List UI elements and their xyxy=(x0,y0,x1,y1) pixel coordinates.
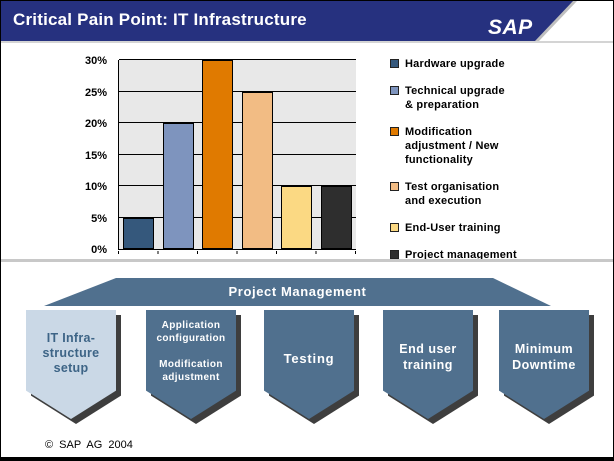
process-step-4: End user training xyxy=(383,310,478,424)
legend-swatch xyxy=(390,127,399,136)
legend-item: Technical upgrade & preparation xyxy=(390,84,570,112)
y-tick-label: 10% xyxy=(84,181,107,193)
legend-item: Modification adjustment / New functional… xyxy=(390,125,570,167)
gridline xyxy=(119,216,356,218)
gridline xyxy=(119,122,356,123)
gridline xyxy=(119,185,356,186)
y-tick-label: 30% xyxy=(84,55,107,67)
y-tick-label: 5% xyxy=(91,212,107,225)
project-management-banner: Project Management xyxy=(44,278,551,306)
legend-label: Modification adjustment / New functional… xyxy=(405,126,499,166)
bar-5 xyxy=(281,186,313,249)
bar-6 xyxy=(320,186,352,249)
step-label: End user training xyxy=(399,342,457,372)
legend-swatch xyxy=(390,86,399,95)
legend-item: Hardware upgrade xyxy=(390,57,570,71)
process-step-2: Application configuration Modification a… xyxy=(146,310,241,424)
header: Critical Pain Point: IT Infrastructure S… xyxy=(1,1,613,43)
legend-swatch xyxy=(390,250,399,259)
page-title: Critical Pain Point: IT Infrastructure xyxy=(13,10,307,29)
step-label: Application configuration Modification a… xyxy=(156,320,226,383)
process-step-5: Minimum Downtime xyxy=(499,310,594,424)
legend-swatch xyxy=(390,223,399,232)
legend-item: End-User training xyxy=(390,221,570,235)
legend-label: Test organisation and execution xyxy=(405,181,500,207)
header-hairline xyxy=(1,41,613,43)
section-divider xyxy=(1,259,613,262)
legend-swatch xyxy=(390,182,399,191)
y-axis-labels: 0% 5% 10% 15% 20% 25% 30% xyxy=(73,55,111,256)
legend-swatch xyxy=(390,59,399,68)
copyright: © SAP AG 2004 xyxy=(45,439,133,451)
chart-plot-area xyxy=(118,59,356,250)
legend-label: Technical upgrade & preparation xyxy=(405,85,505,111)
legend-label: Hardware upgrade xyxy=(405,58,505,70)
bar-1 xyxy=(123,217,155,249)
header-bar xyxy=(1,1,573,41)
legend-label: End-User training xyxy=(405,222,501,234)
legend-item: Test organisation and execution xyxy=(390,180,570,208)
sap-logo: SAP xyxy=(488,16,533,39)
bar-3 xyxy=(202,60,234,249)
step-label: Minimum Downtime xyxy=(512,342,576,372)
process-step-1: IT Infra- structure setup xyxy=(26,310,121,424)
bar-2 xyxy=(162,123,194,249)
step-label: IT Infra- structure setup xyxy=(42,331,100,375)
y-tick-label: 25% xyxy=(84,86,107,99)
gridline xyxy=(119,90,356,92)
gridline xyxy=(119,59,356,60)
gridline xyxy=(119,153,356,155)
step-label: Testing xyxy=(283,351,335,366)
y-tick-label: 20% xyxy=(84,118,107,130)
y-tick-label: 15% xyxy=(84,149,107,162)
process-step-3: Testing xyxy=(264,310,359,424)
bar-4 xyxy=(241,91,273,249)
y-tick-label: 0% xyxy=(91,244,107,256)
project-management-label: Project Management xyxy=(228,284,367,299)
chart-legend: Hardware upgrade Technical upgrade & prep… xyxy=(390,57,570,262)
legend-item: Project management xyxy=(390,248,570,262)
legend-label: Project management xyxy=(405,249,517,261)
x-axis-ticks xyxy=(118,251,356,254)
